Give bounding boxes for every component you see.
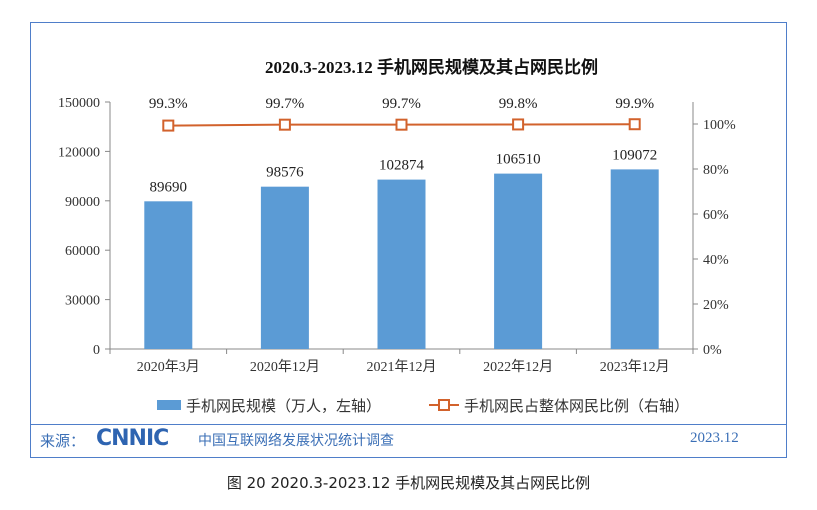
right-tick-label: 80% (703, 163, 729, 178)
cnnic-logo: CNNIC (96, 426, 169, 451)
bar-value-label: 106510 (496, 152, 541, 168)
chart-frame: 2020.3-2023.12 手机网民规模及其占网民比例 0 30000 60000 9… (30, 22, 787, 458)
legend-line-marker (438, 399, 450, 411)
bar-value-label: 102874 (379, 158, 425, 174)
right-tick-label: 100% (703, 118, 736, 133)
bar (377, 179, 426, 349)
legend-bar-swatch (157, 400, 181, 410)
ratio-marker (162, 119, 175, 132)
ratio-marker (628, 118, 641, 131)
ratio-marker (278, 118, 291, 131)
figure-caption: 图 20 2020.3-2023.12 手机网民规模及其占网民比例 (226, 474, 591, 492)
x-tick-label: 2020年3月 (137, 359, 200, 375)
bar (260, 186, 309, 349)
bar (610, 169, 659, 349)
chart: 2020.3-2023.12 手机网民规模及其占网民比例 0 30000 60000 9… (58, 57, 736, 415)
source-label: 来源： (40, 434, 86, 450)
legend-bar-label: 手机网民规模（万人，左轴） (186, 398, 381, 415)
bar (144, 201, 193, 349)
left-tick-label: 60000 (65, 244, 100, 259)
right-tick-label: 40% (703, 253, 729, 268)
bar (494, 173, 543, 349)
right-tick-label: 0% (703, 343, 722, 358)
left-tick-label: 0 (93, 343, 100, 358)
bar-value-label: 109072 (612, 147, 657, 163)
ratio-marker (512, 118, 525, 131)
bar-value-label: 89690 (150, 179, 188, 195)
x-tick-label: 2020年12月 (250, 359, 320, 375)
footer-divider (30, 424, 787, 425)
left-tick-label: 120000 (58, 145, 100, 160)
survey-name: 中国互联网络发展状况统计调查 (198, 433, 394, 449)
bar-value-label: 98576 (266, 165, 304, 181)
right-tick-label: 60% (703, 208, 729, 223)
x-tick-label: 2023年12月 (600, 359, 670, 375)
legend-line-label: 手机网民占整体网民比例（右轴） (464, 398, 689, 415)
right-tick-label: 20% (703, 298, 729, 313)
ratio-value-label: 99.7% (382, 96, 421, 112)
left-tick-label: 30000 (65, 294, 100, 309)
report-date: 2023.12 (690, 430, 739, 446)
x-tick-label: 2022年12月 (483, 359, 553, 375)
ratio-value-label: 99.7% (266, 96, 305, 112)
x-tick-label: 2021年12月 (367, 359, 437, 375)
ratio-marker (395, 118, 408, 131)
left-tick-label: 150000 (58, 96, 100, 111)
chart-title: 2020.3-2023.12 手机网民规模及其占网民比例 (265, 57, 598, 77)
ratio-value-label: 99.9% (615, 96, 654, 112)
ratio-value-label: 99.8% (499, 96, 538, 112)
left-tick-label: 90000 (65, 195, 100, 210)
ratio-value-label: 99.3% (149, 96, 188, 112)
